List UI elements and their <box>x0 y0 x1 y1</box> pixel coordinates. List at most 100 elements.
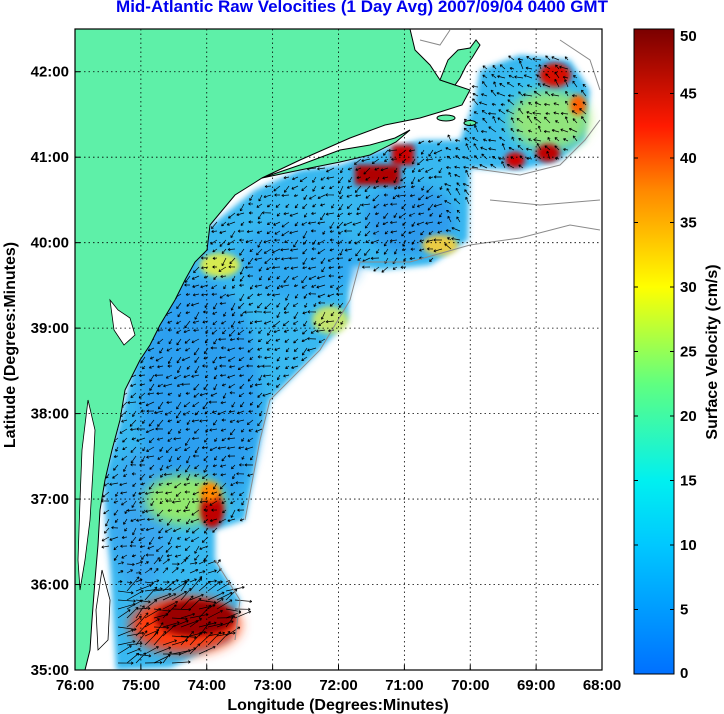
velocity-arrow <box>229 391 236 395</box>
velocity-arrow <box>212 527 218 533</box>
velocity-arrow <box>186 419 191 426</box>
velocity-arrow <box>325 320 335 324</box>
velocity-arrow <box>454 165 461 169</box>
velocity-arrow <box>289 230 299 235</box>
velocity-arrow <box>199 392 209 397</box>
velocity-arrow <box>276 275 281 280</box>
velocity-arrow <box>189 613 209 619</box>
velocity-arrow <box>263 310 272 314</box>
velocity-arrow <box>307 310 317 314</box>
colorbar <box>633 28 675 675</box>
velocity-arrow <box>148 419 155 427</box>
velocity-arrow <box>189 561 198 565</box>
velocity-arrow <box>293 194 299 198</box>
velocity-arrow <box>293 239 299 248</box>
velocity-arrow <box>186 365 191 370</box>
velocity-arrow <box>166 482 173 486</box>
velocity-arrow <box>480 146 488 151</box>
grid-lines <box>75 29 602 670</box>
velocity-arrow <box>214 455 218 461</box>
velocity-arrow <box>117 661 134 665</box>
velocity-arrow <box>254 320 263 324</box>
velocity-arrow <box>308 292 317 296</box>
velocity-arrow <box>185 464 191 473</box>
velocity-arrow <box>229 365 236 369</box>
velocity-arrow <box>327 257 335 262</box>
velocity-arrow <box>384 230 389 235</box>
velocity-arrow <box>121 419 128 423</box>
velocity-arrow <box>421 149 425 155</box>
velocity-arrow <box>244 310 254 314</box>
velocity-arrow <box>130 446 137 453</box>
velocity-arrow <box>303 293 308 299</box>
velocity-arrow <box>523 74 533 79</box>
velocity-arrow <box>231 401 236 408</box>
colorbar-tick-label: 30 <box>680 279 697 296</box>
velocity-arrow <box>482 117 488 124</box>
x-tick-label: 75:00 <box>122 677 160 694</box>
velocity-arrow <box>472 137 479 142</box>
velocity-arrow <box>308 194 317 200</box>
velocity-arrow <box>194 482 200 486</box>
velocity-arrow <box>221 500 227 504</box>
velocity-arrow <box>218 266 227 272</box>
velocity-arrow <box>171 608 191 612</box>
y-tick-label: 36:00 <box>31 577 69 594</box>
velocity-arrow <box>320 203 326 207</box>
velocity-arrow <box>498 109 506 115</box>
velocity-arrow <box>142 365 146 370</box>
velocity-arrow <box>375 176 380 183</box>
velocity-arrow <box>153 622 164 637</box>
velocity-arrow <box>491 73 497 79</box>
velocity-arrow <box>177 365 182 374</box>
velocity-arrow <box>545 112 551 116</box>
velocity-arrow <box>248 428 254 432</box>
velocity-arrow <box>499 83 506 88</box>
velocity-arrow <box>113 464 119 471</box>
velocity-arrow <box>420 230 425 236</box>
velocity-arrow <box>560 128 569 133</box>
velocity-arrow <box>398 212 407 219</box>
velocity-arrow <box>321 266 326 273</box>
velocity-arrow <box>198 570 206 574</box>
velocity-arrow <box>455 147 461 151</box>
velocity-arrow <box>285 293 290 301</box>
velocity-arrow <box>497 75 506 79</box>
velocity-arrow <box>428 149 434 157</box>
velocity-arrow <box>212 320 218 326</box>
velocity-arrow <box>572 118 578 124</box>
velocity-arrow <box>144 567 153 574</box>
velocity-arrow <box>120 491 128 495</box>
velocity-arrow <box>274 230 281 235</box>
velocity-arrow <box>311 284 317 288</box>
velocity-arrow <box>471 84 479 89</box>
velocity-arrow <box>176 329 182 334</box>
velocity-arrow <box>501 161 506 169</box>
velocity-arrow <box>362 265 371 269</box>
velocity-arrow <box>147 545 155 550</box>
velocity-arrow <box>344 229 352 233</box>
velocity-arrow <box>225 626 241 637</box>
velocity-arrow <box>258 266 263 272</box>
velocity-arrow <box>211 410 218 414</box>
velocity-arrow <box>328 274 335 278</box>
velocity-arrow <box>229 428 236 436</box>
colorbar-tick-label: 10 <box>680 537 697 554</box>
velocity-arrow <box>258 374 263 381</box>
velocity-arrow <box>115 491 119 497</box>
velocity-arrow <box>158 482 164 486</box>
x-tick-label: 69:00 <box>517 677 555 694</box>
velocity-arrow <box>180 612 196 619</box>
velocity-arrow <box>545 55 551 61</box>
velocity-arrow <box>222 392 227 399</box>
velocity-arrow <box>326 176 335 180</box>
velocity-arrow <box>571 94 578 98</box>
velocity-arrow <box>138 392 146 399</box>
velocity-arrow <box>185 391 191 395</box>
velocity-arrow <box>173 374 182 380</box>
velocity-arrow <box>302 311 308 315</box>
velocity-arrow <box>162 581 175 592</box>
velocity-arrow <box>444 243 452 250</box>
velocity-arrow <box>572 75 578 79</box>
velocity-arrow <box>231 275 236 282</box>
